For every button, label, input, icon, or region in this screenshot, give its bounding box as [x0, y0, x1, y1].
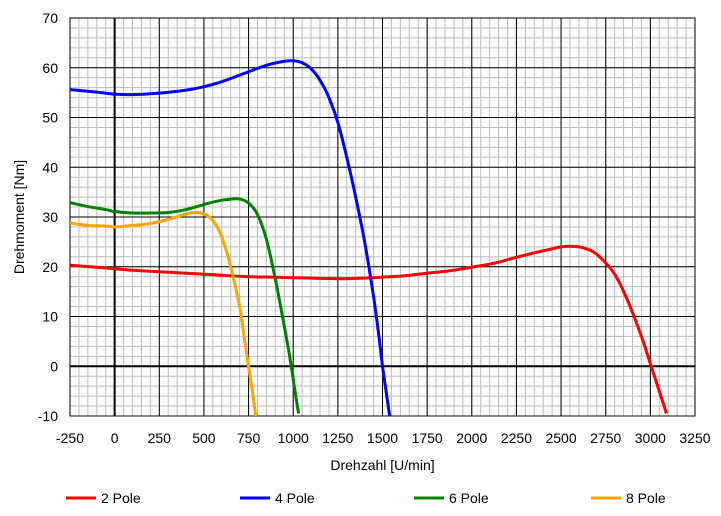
y-tick-label: 20: [42, 259, 58, 275]
x-tick-label: 2500: [545, 430, 576, 446]
series-lines: [70, 59, 668, 416]
x-tick-label: 500: [192, 430, 216, 446]
x-tick-label: 2000: [456, 430, 487, 446]
x-tick-labels: -250 0 250 500 750 1000 1250 1500 1750 2000 2250 25…: [56, 430, 711, 446]
x-tick-label: 1250: [322, 430, 353, 446]
series-line-2: [70, 59, 392, 416]
x-axis-title: Drehzahl [U/min]: [330, 457, 434, 473]
y-tick-label: 60: [42, 60, 58, 76]
y-tick-label: 0: [50, 358, 58, 374]
x-tick-label: 0: [111, 430, 119, 446]
y-axis-title: Drehmoment [Nm]: [11, 160, 27, 274]
x-tick-label: 1000: [278, 430, 309, 446]
y-tick-label: 40: [42, 159, 58, 175]
y-tick-label: 70: [42, 10, 58, 26]
x-tick-label: 1500: [367, 430, 398, 446]
legend-label-3: 6 Pole: [449, 490, 489, 506]
series-line-4: [70, 211, 258, 416]
x-tick-label: 3250: [679, 430, 710, 446]
y-tick-label: 30: [42, 209, 58, 225]
x-tick-label: 2250: [501, 430, 532, 446]
series-line-3: [70, 197, 301, 414]
series-line-1: [70, 244, 668, 414]
x-tick-label: 1750: [412, 430, 443, 446]
legend: 2 Pole 4 Pole 6 Pole 8 Pole: [66, 490, 666, 506]
legend-label-1: 2 Pole: [101, 490, 141, 506]
y-tick-label: -10: [38, 408, 58, 424]
x-tick-label: 750: [237, 430, 261, 446]
x-tick-label: 3000: [635, 430, 666, 446]
y-tick-labels: -10 0 10 20 30 40 50 60 70: [38, 10, 58, 424]
x-tick-label: 250: [148, 430, 172, 446]
plot-frame: [69, 17, 696, 417]
y-tick-label: 10: [42, 309, 58, 325]
x-tick-label: -250: [56, 430, 84, 446]
legend-label-4: 8 Pole: [626, 490, 666, 506]
x-tick-label: 2750: [590, 430, 621, 446]
legend-label-2: 4 Pole: [275, 490, 315, 506]
y-tick-label: 50: [42, 110, 58, 126]
